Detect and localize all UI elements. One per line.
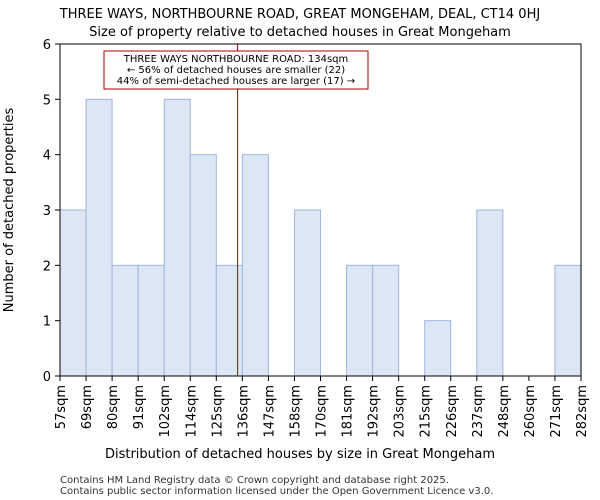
bar-215sqm bbox=[424, 320, 452, 377]
bar-80sqm bbox=[111, 264, 139, 377]
bar-102sqm bbox=[163, 98, 191, 377]
x-tick-label: 203sqm bbox=[393, 385, 408, 438]
x-tick-label: 69sqm bbox=[80, 385, 95, 429]
chart-title: THREE WAYS, NORTHBOURNE ROAD, GREAT MONG… bbox=[59, 7, 540, 22]
x-tick-label: 147sqm bbox=[262, 385, 277, 438]
x-tick-label: 181sqm bbox=[341, 385, 356, 438]
bar-192sqm bbox=[372, 264, 400, 377]
annotation-line-2: ← 56% of detached houses are smaller (22… bbox=[127, 65, 345, 76]
x-tick-label: 102sqm bbox=[158, 385, 173, 438]
x-tick-label: 57sqm bbox=[54, 385, 69, 429]
x-axis-label: Distribution of detached houses by size … bbox=[105, 447, 495, 462]
bars-group bbox=[59, 98, 582, 377]
x-tick-label: 114sqm bbox=[184, 385, 199, 438]
bar-114sqm bbox=[189, 154, 217, 377]
chart-subtitle: Size of property relative to detached ho… bbox=[89, 25, 511, 40]
x-tick-label: 125sqm bbox=[210, 385, 225, 438]
x-tick-label: 260sqm bbox=[523, 385, 538, 438]
x-tick-label: 226sqm bbox=[445, 385, 460, 438]
x-tick-label: 80sqm bbox=[106, 385, 121, 429]
y-tick-label: 1 bbox=[43, 315, 51, 330]
y-axis-label: Number of detached properties bbox=[2, 108, 17, 313]
x-tick-label: 91sqm bbox=[132, 385, 147, 429]
y-tick-label: 3 bbox=[43, 204, 51, 219]
y-ticks-group: 0 1 2 3 4 5 6 bbox=[43, 38, 60, 385]
bar-237sqm bbox=[476, 209, 504, 377]
x-ticks-group: 57sqm 69sqm 80sqm 91sqm 102sqm 114sqm 125sqm 13… bbox=[54, 376, 590, 438]
footer-line-1: Contains HM Land Registry data © Crown c… bbox=[60, 475, 449, 486]
x-tick-label: 248sqm bbox=[497, 385, 512, 438]
y-tick-label: 4 bbox=[43, 149, 51, 164]
y-tick-label: 5 bbox=[43, 93, 51, 108]
x-tick-label: 192sqm bbox=[367, 385, 382, 438]
annotation-frame bbox=[103, 50, 369, 90]
annotation-line-1: THREE WAYS NORTHBOURNE ROAD: 134sqm bbox=[123, 54, 349, 65]
bar-181sqm bbox=[346, 264, 374, 377]
x-tick-label: 282sqm bbox=[575, 385, 590, 438]
x-tick-label: 215sqm bbox=[419, 385, 434, 438]
y-tick-label: 2 bbox=[43, 259, 51, 274]
x-tick-label: 271sqm bbox=[549, 385, 564, 438]
y-tick-label: 6 bbox=[43, 38, 51, 53]
bar-57sqm bbox=[59, 209, 87, 377]
bar-125sqm bbox=[215, 264, 243, 377]
bar-158sqm bbox=[293, 209, 322, 377]
annotation-line-3: 44% of semi-detached houses are larger (… bbox=[117, 76, 355, 87]
y-tick-label: 0 bbox=[43, 370, 51, 385]
bar-136sqm bbox=[241, 154, 269, 377]
x-tick-label: 158sqm bbox=[288, 385, 303, 438]
x-tick-label: 136sqm bbox=[236, 385, 251, 438]
footer-line-2: Contains public sector information licen… bbox=[60, 486, 493, 497]
x-tick-label: 170sqm bbox=[315, 385, 330, 438]
annotation-box: THREE WAYS NORTHBOURNE ROAD: 134sqm ← 56… bbox=[103, 50, 369, 90]
bar-271sqm bbox=[554, 264, 582, 377]
bar-69sqm bbox=[85, 98, 113, 377]
bar-91sqm bbox=[137, 264, 165, 377]
x-tick-label: 237sqm bbox=[471, 385, 486, 438]
